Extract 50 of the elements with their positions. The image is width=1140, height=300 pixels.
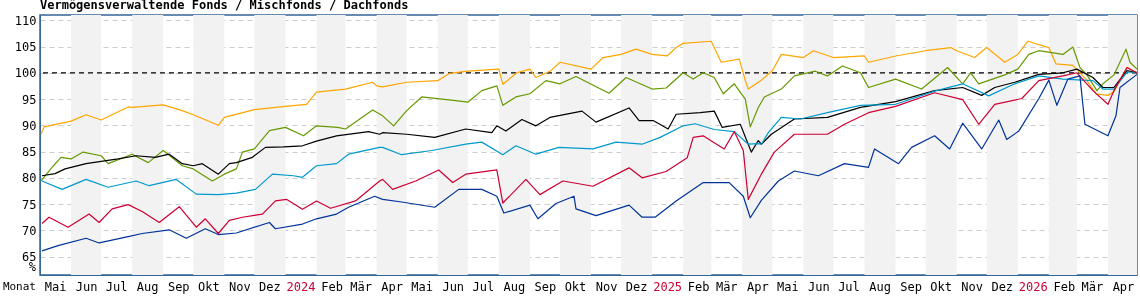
x-tick-label: Aug: [136, 279, 159, 294]
line-series: [40, 46, 1138, 182]
x-tick-label: Jun: [442, 279, 465, 294]
x-tick-label: Jul: [105, 279, 128, 294]
x-tick-label: Aug: [503, 279, 526, 294]
x-tick-label: Mär: [715, 279, 738, 294]
x-tick-label: Feb: [321, 279, 343, 294]
x-tick-label: Sep: [900, 279, 922, 294]
x-tick-label: Sep: [167, 279, 190, 294]
x-tick-label: 2024: [286, 279, 316, 294]
x-tick-label: Sep: [534, 279, 557, 294]
y-tick-label: 80: [22, 171, 37, 186]
y-tick-label: 105: [14, 40, 37, 55]
x-tick-label: Apr: [1112, 279, 1135, 294]
y-tick-label: 95: [22, 92, 37, 107]
y-axis-title: %: [28, 260, 37, 274]
chart-title: Vermögensverwaltende Fonds / Mischfonds / Dachfonds: [40, 0, 409, 13]
x-axis-title: Monat: [2, 280, 36, 293]
x-tick-label: Okt: [564, 279, 587, 294]
y-tick-label: 100: [14, 66, 37, 81]
x-tick-label: Mär: [1081, 279, 1104, 294]
x-tick-label: Jul: [472, 279, 495, 294]
x-tick-label: Jul: [838, 279, 860, 294]
y-tick-label: 90: [22, 118, 37, 133]
x-tick-label: Aug: [869, 279, 891, 294]
x-tick-label: Nov: [961, 279, 984, 294]
x-tick-label: Nov: [229, 279, 251, 294]
x-tick-label: Jun: [808, 279, 830, 294]
x-tick-label: 2025: [653, 279, 683, 294]
y-tick-label: 85: [22, 145, 37, 160]
y-tick-label: 110: [14, 13, 37, 28]
x-tick-label: Nov: [595, 279, 618, 294]
x-tick-label: Okt: [197, 279, 220, 294]
x-tick-label: Apr: [746, 279, 769, 294]
x-tick-label: Mär: [350, 279, 372, 294]
x-tick-label: Mai: [44, 279, 67, 294]
x-tick-label: 2026: [1018, 279, 1048, 294]
x-tick-label: Dez: [259, 279, 281, 294]
x-tick-label: Feb: [687, 279, 710, 294]
x-tick-label: Dez: [991, 279, 1014, 294]
x-tick-label: Jun: [75, 279, 98, 294]
line-series: [41, 71, 1138, 196]
x-tick-label: Mai: [777, 279, 799, 294]
x-tick-label: Okt: [930, 279, 952, 294]
x-tick-label: Mai: [411, 279, 434, 294]
x-tick-label: Feb: [1053, 279, 1076, 294]
x-tick-label: Dez: [625, 279, 648, 294]
y-tick-label: 75: [22, 197, 37, 212]
x-tick-label: Apr: [381, 279, 403, 294]
y-tick-label: 70: [22, 223, 37, 238]
